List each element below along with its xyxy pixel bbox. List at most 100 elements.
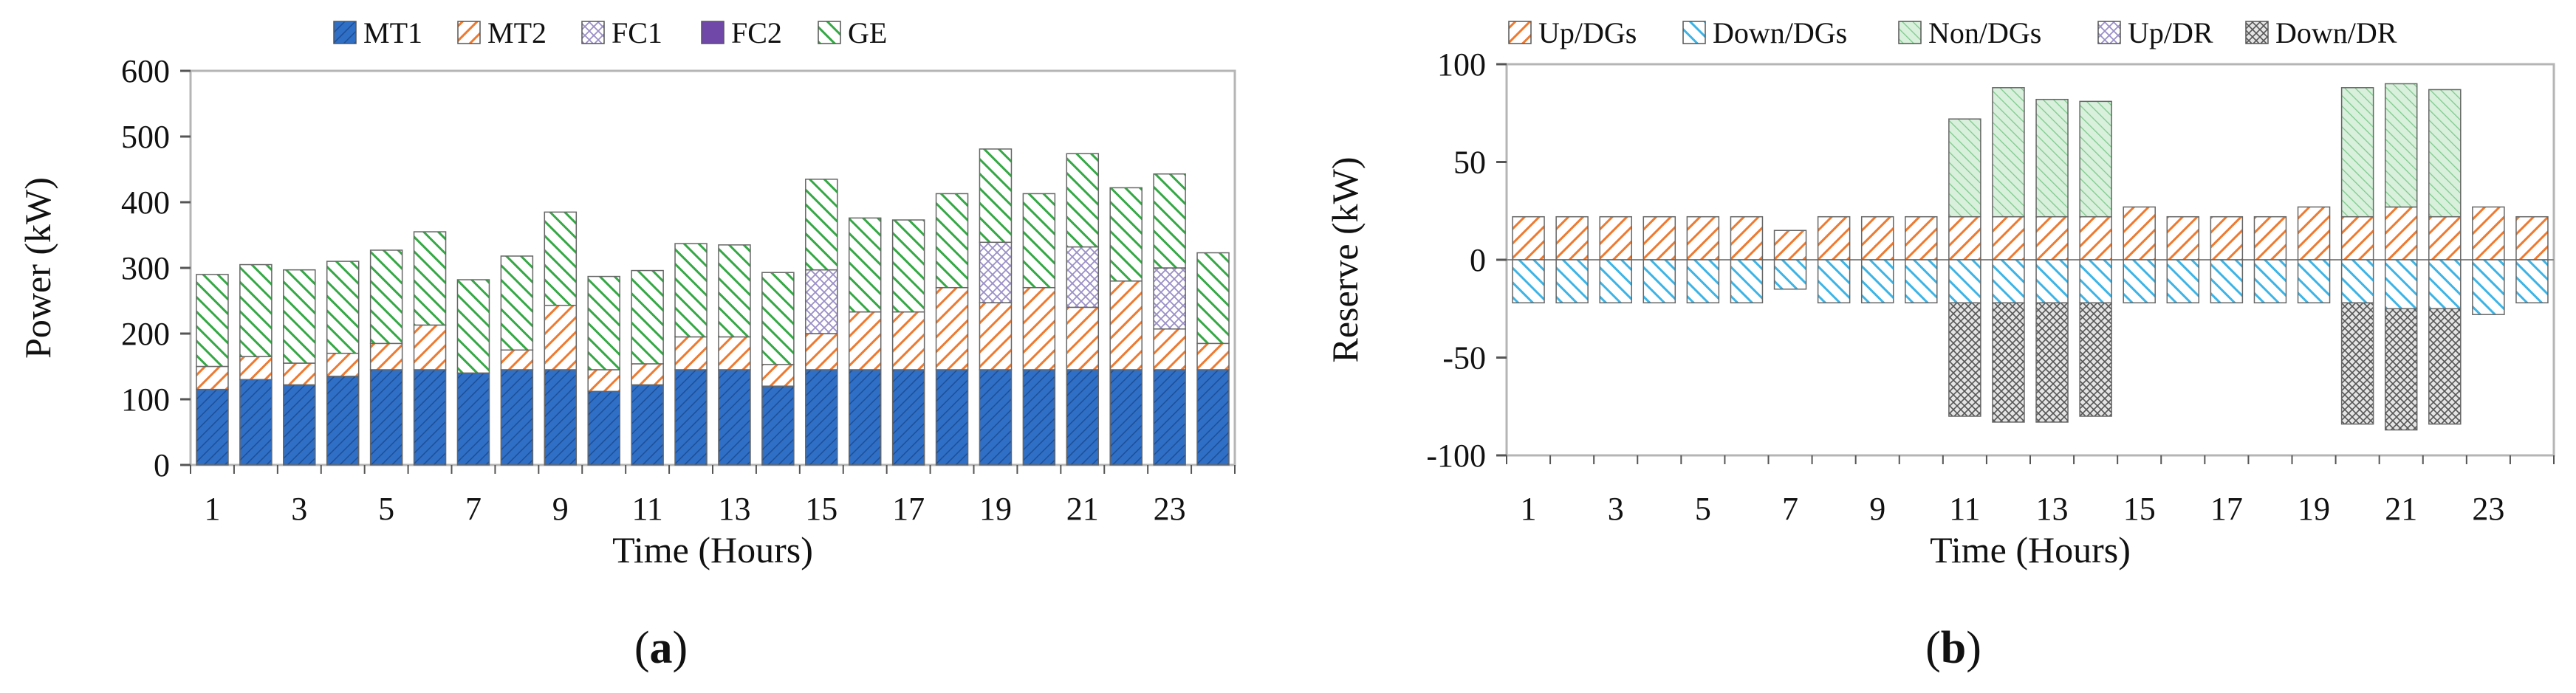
bar-up-dgs-hour-16 [2166, 216, 2200, 261]
bar-mt1-hour-2 [239, 379, 273, 466]
bar-mt1-hour-6 [413, 369, 447, 466]
bar-up-dgs-hour-13 [2035, 216, 2069, 261]
y-tick-label: 50 [1453, 145, 1486, 181]
bar-mt2-hour-1 [196, 365, 229, 390]
bar-up-dgs-hour-1 [1512, 216, 1545, 261]
bar-down-dr-hour-21 [2384, 308, 2418, 431]
legend-swatch [1682, 21, 1706, 44]
bar-mt1-hour-11 [631, 384, 664, 466]
bar-mt2-hour-10 [587, 369, 620, 393]
legend-item-down-dr: Down/DR [2245, 16, 2397, 49]
bar-mt1-hour-19 [979, 369, 1013, 466]
bar-up-dgs-hour-11 [1948, 216, 1981, 261]
legend-swatch [2097, 21, 2121, 44]
bar-non-dgs-hour-13 [2035, 98, 2069, 218]
bar-down-dgs-hour-2 [1555, 259, 1589, 304]
bar-down-dgs-hour-22 [2428, 259, 2462, 309]
bar-up-dgs-hour-17 [2210, 216, 2244, 261]
panel-label: (a) [634, 623, 688, 673]
bar-down-dgs-hour-6 [1730, 259, 1764, 304]
x-tick-label: 9 [1869, 491, 1885, 527]
bar-ge-hour-23 [1153, 173, 1186, 269]
bar-down-dr-hour-11 [1948, 302, 1981, 417]
x-tick-label: 11 [631, 491, 662, 527]
bar-up-dgs-hour-4 [1642, 216, 1676, 261]
bar-up-dgs-hour-2 [1555, 216, 1589, 261]
bar-ge-hour-3 [283, 269, 316, 364]
bar-ge-hour-8 [500, 255, 534, 351]
bar-down-dr-hour-14 [2079, 302, 2112, 417]
bar-mt2-hour-20 [1022, 286, 1056, 370]
bar-mt2-hour-9 [544, 304, 578, 370]
bar-mt2-hour-8 [500, 349, 534, 370]
bar-ge-hour-12 [674, 243, 708, 338]
bar-non-dgs-hour-12 [1992, 87, 2025, 218]
bar-ge-hour-24 [1196, 252, 1230, 345]
bar-non-dgs-hour-11 [1948, 118, 1981, 218]
y-tick-label: 0 [1470, 242, 1486, 278]
bar-mt2-hour-23 [1153, 328, 1186, 370]
bar-mt2-hour-14 [761, 364, 795, 387]
bar-fc1-hour-15 [805, 269, 838, 334]
legend-swatch [1898, 21, 1922, 44]
x-tick-label: 23 [1154, 491, 1186, 527]
bar-down-dgs-hour-14 [2079, 259, 2112, 304]
bar-up-dgs-hour-10 [1905, 216, 1938, 261]
bar-mt2-hour-19 [979, 302, 1013, 370]
bar-mt1-hour-24 [1196, 369, 1230, 466]
bar-mt1-hour-22 [1109, 369, 1143, 466]
x-tick-label: 7 [465, 491, 482, 527]
bar-up-dgs-hour-19 [2297, 206, 2331, 261]
bar-down-dr-hour-13 [2035, 302, 2069, 423]
bar-mt2-hour-18 [935, 286, 969, 370]
bar-ge-hour-20 [1022, 193, 1056, 289]
x-tick-label: 15 [2123, 491, 2156, 527]
bar-mt1-hour-17 [891, 369, 925, 466]
bar-non-dgs-hour-14 [2079, 100, 2112, 218]
bar-down-dgs-hour-5 [1686, 259, 1720, 304]
bar-down-dgs-hour-4 [1642, 259, 1676, 304]
bar-non-dgs-hour-20 [2340, 87, 2374, 218]
y-axis-title: Power (kW) [17, 177, 58, 359]
x-tick-label: 19 [2298, 491, 2330, 527]
bar-ge-hour-7 [456, 279, 490, 374]
bar-mt1-hour-15 [805, 369, 838, 466]
bar-down-dgs-hour-19 [2297, 259, 2331, 304]
legend-swatch [2245, 21, 2269, 44]
x-tick-label: 3 [1608, 491, 1624, 527]
bar-mt1-hour-14 [761, 385, 795, 466]
bar-down-dgs-hour-21 [2384, 259, 2418, 309]
bar-down-dgs-hour-11 [1948, 259, 1981, 304]
x-tick-label: 21 [1066, 491, 1099, 527]
bar-mt2-hour-11 [631, 363, 664, 386]
legend-label: Down/DR [2275, 16, 2397, 49]
bar-mt1-hour-20 [1022, 369, 1056, 466]
bar-mt2-hour-13 [718, 336, 751, 370]
bar-non-dgs-hour-22 [2428, 89, 2462, 218]
legend-item-fc2: FC2 [701, 16, 782, 49]
bar-fc1-hour-23 [1153, 267, 1186, 330]
legend-swatch [457, 21, 481, 44]
panel-label: (b) [1925, 623, 1981, 673]
legend-label: Up/DR [2128, 16, 2213, 49]
bar-up-dgs-hour-9 [1860, 216, 1894, 261]
y-tick-label: 200 [121, 316, 170, 352]
bar-mt2-hour-16 [848, 311, 882, 370]
bar-fc1-hour-21 [1066, 246, 1100, 308]
x-tick-label: 21 [2385, 491, 2417, 527]
bar-up-dgs-hour-21 [2384, 206, 2418, 261]
y-axis-title: Reserve (kW) [1324, 156, 1366, 362]
bar-ge-hour-18 [935, 193, 969, 289]
y-tick-label: 500 [121, 119, 170, 155]
bar-up-dgs-hour-20 [2340, 216, 2374, 261]
bar-down-dr-hour-22 [2428, 308, 2462, 425]
bar-down-dgs-hour-12 [1992, 259, 2025, 304]
legend-swatch [1508, 21, 1532, 44]
bar-ge-hour-1 [196, 274, 229, 368]
bar-mt1-hour-7 [456, 372, 490, 466]
bar-mt2-hour-21 [1066, 306, 1100, 370]
bar-ge-hour-21 [1066, 153, 1100, 248]
bar-up-dgs-hour-3 [1599, 216, 1632, 261]
